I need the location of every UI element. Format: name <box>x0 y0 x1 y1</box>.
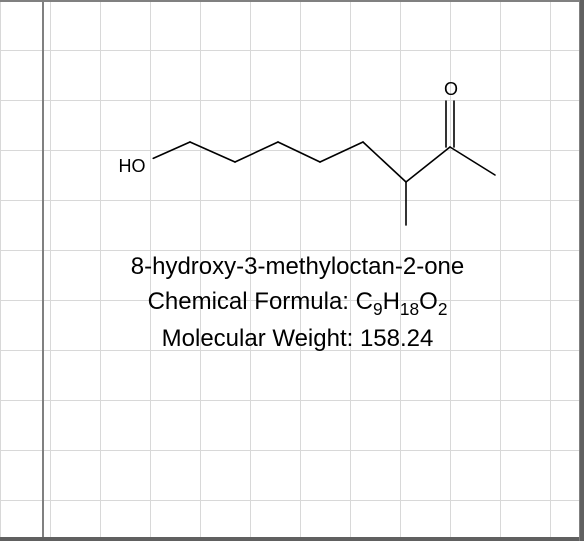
formula-o: O <box>419 288 438 315</box>
info-block: 8-hydroxy-3-methyloctan-2-one Chemical F… <box>50 250 545 357</box>
canvas: HOO 8-hydroxy-3-methyloctan-2-one Chemic… <box>0 0 584 541</box>
atom-label: O <box>444 80 458 98</box>
formula-h: H <box>383 288 400 315</box>
molecular-weight: Molecular Weight: 158.24 <box>50 322 545 357</box>
formula-prefix: Chemical Formula: C <box>148 288 373 315</box>
compound-name: 8-hydroxy-3-methyloctan-2-one <box>50 250 545 285</box>
formula-o-sub: 2 <box>438 299 448 319</box>
chemical-formula: Chemical Formula: C9H18O2 <box>50 285 545 322</box>
formula-c-sub: 9 <box>373 299 383 319</box>
formula-h-sub: 18 <box>400 299 419 319</box>
atom-label: HO <box>118 157 146 175</box>
